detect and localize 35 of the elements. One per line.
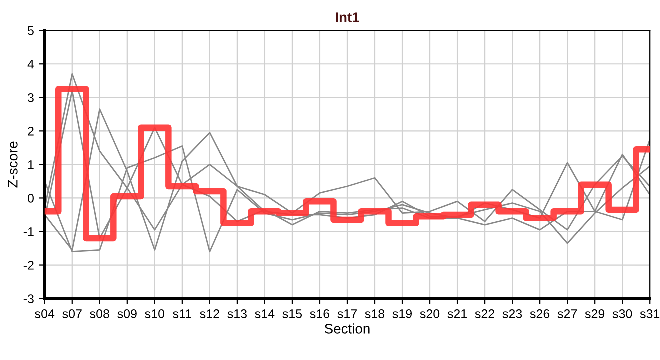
x-tick-label: s31 (640, 310, 660, 318)
x-tick-label: s08 (90, 310, 110, 318)
x-tick-label: s26 (530, 310, 550, 318)
x-tick-label: s13 (228, 310, 247, 318)
y-tick-label: 2 (28, 126, 34, 136)
y-tick-label: 3 (28, 93, 34, 102)
x-tick-label: s07 (62, 310, 82, 318)
y-tick-label: -3 (24, 294, 34, 304)
chart-title: Int1 (336, 12, 360, 22)
y-tick-label: 5 (28, 26, 34, 36)
x-tick-label: s29 (585, 310, 605, 318)
x-tick-label: s21 (448, 310, 467, 318)
x-tick-label: s04 (35, 310, 55, 318)
y-tick-label: 4 (28, 60, 34, 69)
x-tick-label: s18 (365, 310, 385, 318)
y-tick-label: -1 (24, 228, 34, 236)
x-tick-label: s12 (200, 310, 220, 318)
y-tick-label: 0 (28, 194, 34, 203)
x-tick-label: s22 (475, 310, 494, 318)
x-tick-label: s20 (420, 310, 440, 318)
x-tick-label: s27 (558, 310, 578, 318)
y-axis-title: Z-score (8, 142, 18, 188)
x-tick-label: s19 (392, 310, 412, 318)
x-tick-label: s23 (502, 310, 522, 318)
x-tick-label: s10 (145, 310, 165, 318)
x-tick-label: s14 (255, 310, 275, 318)
x-tick-label: s17 (338, 310, 357, 318)
x-axis-title: Section (324, 324, 370, 334)
x-tick-label: s30 (612, 310, 632, 318)
x-tick-label: s11 (173, 310, 192, 318)
x-tick-label: s16 (310, 310, 330, 318)
x-tick-label: s09 (118, 310, 137, 318)
x-tick-label: s15 (282, 310, 302, 318)
y-tick-label: 1 (28, 160, 34, 170)
y-tick-label: -2 (24, 261, 34, 270)
